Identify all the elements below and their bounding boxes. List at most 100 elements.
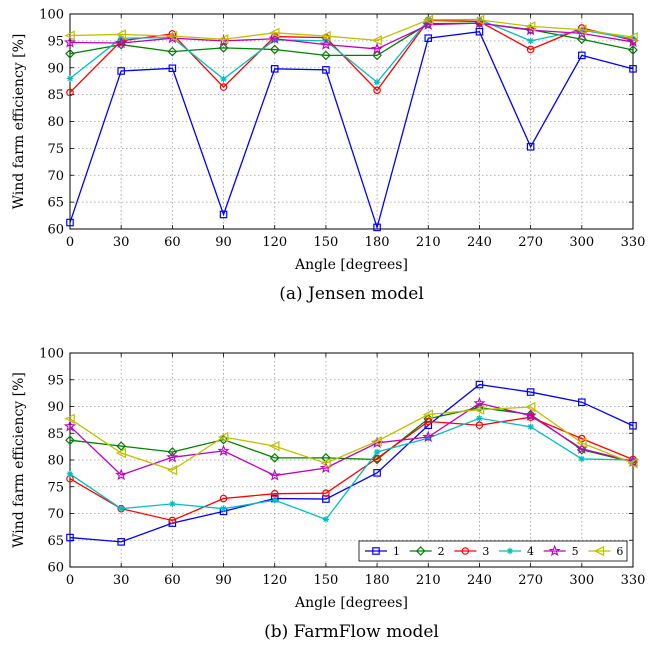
data-point-series-5 <box>473 396 486 409</box>
data-point-series-2 <box>628 45 638 55</box>
data-point-series-1 <box>629 65 637 73</box>
y-tick-label: 95 <box>47 34 64 49</box>
x-tick-label: 300 <box>569 235 594 250</box>
y-tick-label: 65 <box>47 196 64 211</box>
x-tick-label: 60 <box>164 573 181 588</box>
data-point-series-5 <box>268 469 281 481</box>
data-point-series-4 <box>527 423 534 431</box>
data-point-series-2 <box>116 441 127 451</box>
data-point-series-3 <box>322 489 330 497</box>
data-point-series-1 <box>373 223 381 232</box>
chart-caption: (b) FarmFlow model <box>264 622 439 642</box>
series-line-4 <box>69 417 634 521</box>
legend: 1 2 3 4 5 6 <box>358 540 628 562</box>
y-tick-label: 65 <box>47 534 64 549</box>
data-point-series-4 <box>220 75 227 83</box>
data-point-series-3 <box>219 494 228 503</box>
data-point-series-1 <box>219 210 228 219</box>
series-line-4 <box>69 18 634 84</box>
data-point-series-4 <box>578 455 586 463</box>
legend-marker-4 <box>506 547 514 555</box>
data-point-series-1 <box>322 66 330 74</box>
data-point-series-6 <box>473 404 485 415</box>
series-line-3 <box>69 19 634 93</box>
data-point-series-1 <box>168 64 177 73</box>
y-tick-label: 100 <box>39 347 64 362</box>
x-tick-label: 180 <box>365 235 390 250</box>
data-point-series-2 <box>372 50 382 61</box>
x-tick-label: 240 <box>467 573 492 588</box>
data-point-series-6 <box>64 30 75 41</box>
data-point-series-5 <box>473 16 486 29</box>
series-line-6 <box>69 19 634 42</box>
data-point-series-3 <box>526 45 535 54</box>
data-point-series-5 <box>217 444 230 457</box>
y-tick-label: 70 <box>47 169 64 184</box>
data-point-series-2 <box>269 453 280 463</box>
data-point-series-3 <box>373 454 381 463</box>
data-point-series-6 <box>320 458 331 469</box>
series-line-1 <box>69 31 634 230</box>
x-tick-label: 210 <box>416 235 441 250</box>
data-point-series-5 <box>115 468 128 481</box>
data-point-series-4 <box>629 456 637 464</box>
legend-box <box>358 540 628 562</box>
data-point-series-2 <box>576 34 587 45</box>
y-tick-label: 90 <box>47 400 64 415</box>
data-point-series-1 <box>629 421 637 430</box>
data-point-series-2 <box>218 43 229 53</box>
x-tick-label: 90 <box>215 573 232 588</box>
legend-label-1: 1 <box>393 545 400 558</box>
data-point-series-1 <box>526 142 535 151</box>
data-point-series-2 <box>269 44 280 55</box>
x-tick-label: 90 <box>215 235 232 250</box>
data-point-series-6 <box>269 27 280 38</box>
data-point-series-5 <box>115 36 128 49</box>
x-tick-label: 150 <box>313 573 338 588</box>
legend-marker-2 <box>415 546 426 556</box>
data-point-series-6 <box>525 401 536 413</box>
data-point-series-6 <box>627 31 638 43</box>
chart-panel-farmflow: 0 30 60 90 120 150 180 210 240 270 300 330606570758… <box>11 347 645 643</box>
data-point-series-1 <box>578 398 586 407</box>
data-point-series-3 <box>219 83 228 91</box>
x-tick-label: 60 <box>164 235 181 250</box>
data-point-series-1 <box>117 538 125 546</box>
data-point-series-5 <box>626 455 640 467</box>
data-point-series-2 <box>525 409 536 420</box>
data-point-series-4 <box>169 500 176 508</box>
legend-marker-6 <box>593 545 605 557</box>
data-point-series-6 <box>525 21 536 32</box>
x-tick-label: 150 <box>313 235 338 250</box>
data-point-series-4 <box>271 496 278 504</box>
data-point-series-6 <box>422 409 434 420</box>
data-point-series-4 <box>66 75 74 82</box>
data-point-series-6 <box>627 458 638 469</box>
data-point-series-5 <box>63 36 77 48</box>
legend-marker-5 <box>548 544 561 557</box>
data-point-series-4 <box>322 516 330 523</box>
data-point-series-6 <box>218 34 229 45</box>
data-point-series-6 <box>576 24 587 35</box>
data-point-series-4 <box>66 470 74 478</box>
y-tick-label: 75 <box>47 142 64 157</box>
data-point-series-5 <box>575 26 588 39</box>
data-point-series-1 <box>66 218 74 227</box>
y-tick-label: 60 <box>47 223 64 238</box>
y-tick-label: 80 <box>47 454 64 469</box>
legend-label-4: 4 <box>527 545 534 558</box>
data-point-series-4 <box>527 37 534 45</box>
data-point-series-5 <box>524 409 537 421</box>
data-point-series-6 <box>576 437 587 449</box>
x-tick-label: 30 <box>113 573 130 588</box>
data-point-series-4 <box>220 505 227 512</box>
data-point-series-6 <box>371 436 382 447</box>
x-tick-label: 0 <box>66 235 74 250</box>
data-point-series-2 <box>167 447 178 457</box>
y-axis-label: Wind farm efficiency [%] <box>11 372 27 548</box>
x-tick-label: 180 <box>365 573 390 588</box>
data-point-series-1 <box>578 51 586 60</box>
data-point-series-5 <box>524 23 537 36</box>
data-point-series-5 <box>319 38 332 50</box>
